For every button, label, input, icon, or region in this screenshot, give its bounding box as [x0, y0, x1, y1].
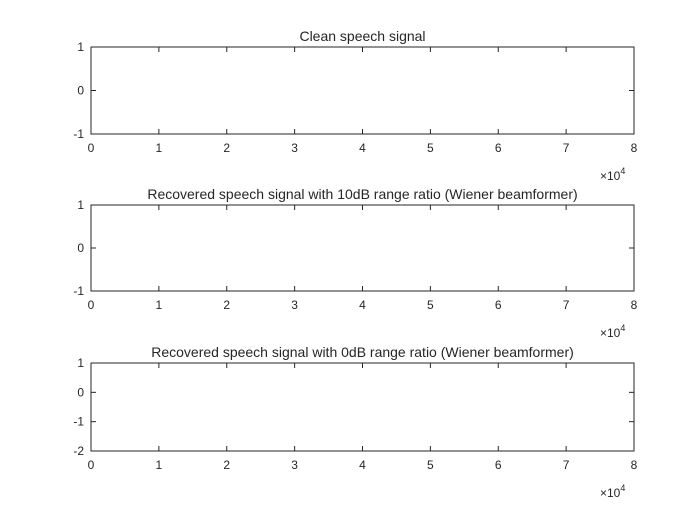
clean-speech-x-tick-label: 3 — [291, 141, 298, 155]
recovered-0db-axes-box — [90, 362, 635, 452]
recovered-0db-y-tick-label: 0 — [77, 385, 84, 399]
clean-speech-x-tick-label: 0 — [88, 141, 95, 155]
recovered-0db-y-tick-label: -1 — [73, 415, 84, 429]
recovered-0db-x-tick-label: 5 — [427, 458, 434, 472]
recovered-0db-x-tick-label: 2 — [223, 458, 230, 472]
recovered-0db-y-tick-label: -2 — [73, 444, 84, 458]
subplot-recovered-0db: 0 1 2 3 4 5 6 7 8 -2 -1 0 1 Recovered speech signal w… — [73, 344, 637, 500]
clean-speech-y-tick-label: 0 — [77, 84, 84, 98]
recovered-10db-x-tick-label: 1 — [156, 298, 163, 312]
recovered-0db-x-tick-label: 0 — [88, 458, 95, 472]
recovered-10db-y-tick-label: 1 — [77, 198, 84, 212]
recovered-10db-title: Recovered speech signal with 10dB range … — [147, 186, 577, 202]
recovered-10db-axes-box — [90, 204, 635, 292]
recovered-0db-x-multiplier: ×104 — [600, 483, 625, 500]
recovered-10db-x-tick-label: 6 — [495, 298, 502, 312]
recovered-10db-x-tick-label: 7 — [563, 298, 570, 312]
recovered-10db-x-tick-label: 4 — [359, 298, 366, 312]
recovered-0db-x-tick-label: 3 — [291, 458, 298, 472]
recovered-0db-x-tick-label: 1 — [156, 458, 163, 472]
clean-speech-x-tick-label: 6 — [495, 141, 502, 155]
clean-speech-x-tick-label: 5 — [427, 141, 434, 155]
recovered-0db-x-tick-label: 6 — [495, 458, 502, 472]
clean-speech-x-multiplier: ×104 — [600, 166, 625, 183]
recovered-10db-x-tick-label: 2 — [223, 298, 230, 312]
clean-speech-x-tick-label: 8 — [631, 141, 638, 155]
recovered-10db-y-tick-label: 0 — [77, 241, 84, 255]
clean-speech-title: Clean speech signal — [299, 28, 425, 44]
clean-speech-y-tick-label: 1 — [77, 40, 84, 54]
recovered-10db-y-tick-label: -1 — [73, 284, 84, 298]
recovered-10db-x-tick-label: 5 — [427, 298, 434, 312]
recovered-10db-x-multiplier: ×104 — [600, 323, 625, 340]
recovered-10db-x-tick-label: 8 — [631, 298, 638, 312]
recovered-0db-y-tick-label: 1 — [77, 356, 84, 370]
clean-speech-x-tick-label: 7 — [563, 141, 570, 155]
clean-speech-y-tick-label: -1 — [73, 127, 84, 141]
recovered-0db-x-tick-label: 7 — [563, 458, 570, 472]
subplot-recovered-10db: 0 1 2 3 4 5 6 7 8 -1 0 1 Recovered speech signal wit… — [73, 186, 637, 340]
recovered-0db-x-tick-label: 8 — [631, 458, 638, 472]
recovered-10db-x-tick-label: 0 — [88, 298, 95, 312]
subplot-clean-speech: 0 1 2 3 4 5 6 7 8 -1 0 1 Clean speech signal ×104 — [73, 28, 637, 183]
clean-speech-axes-box — [90, 46, 635, 135]
recovered-0db-title: Recovered speech signal with 0dB range r… — [151, 344, 574, 360]
recovered-10db-x-tick-label: 3 — [291, 298, 298, 312]
clean-speech-x-tick-label: 2 — [223, 141, 230, 155]
recovered-0db-x-tick-label: 4 — [359, 458, 366, 472]
clean-speech-x-tick-label: 4 — [359, 141, 366, 155]
clean-speech-x-tick-label: 1 — [156, 141, 163, 155]
